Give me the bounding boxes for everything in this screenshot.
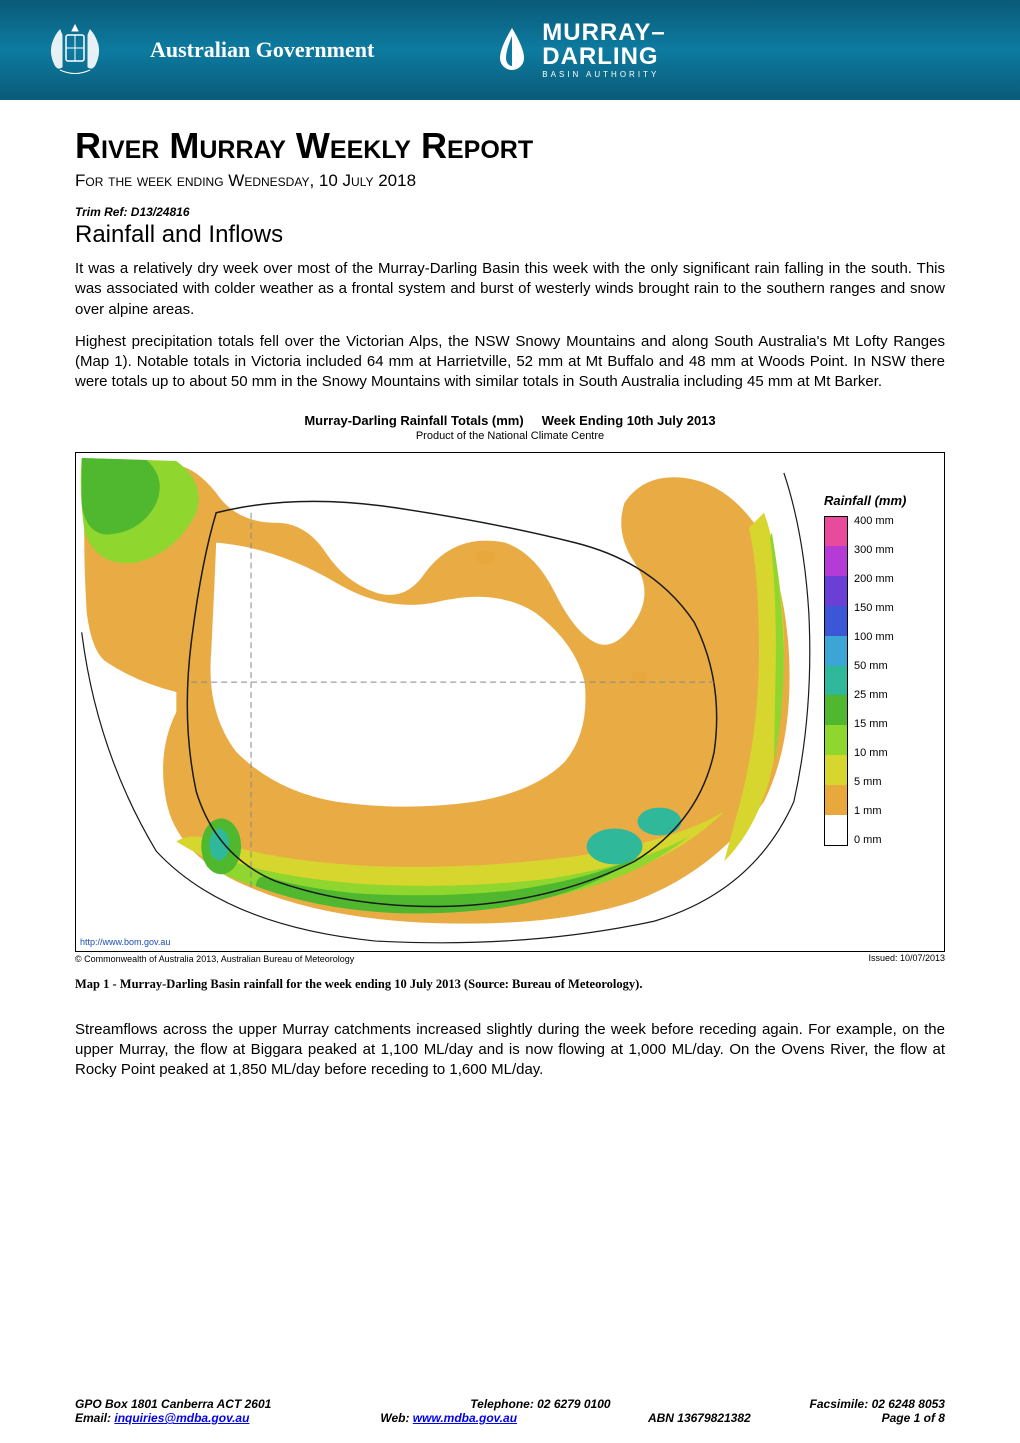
legend-segment — [825, 695, 847, 725]
header-banner: Australian Government MURRAY– DARLING BA… — [0, 0, 1020, 100]
legend-segment — [825, 546, 847, 576]
legend-tick-label: 25 mm — [854, 690, 894, 701]
paragraph-1: It was a relatively dry week over most o… — [75, 259, 945, 320]
mdba-line3: BASIN AUTHORITY — [542, 71, 665, 79]
legend-tick-label: 1 mm — [854, 806, 894, 817]
trim-ref: Trim Ref: D13/24816 — [75, 205, 945, 219]
legend-scale: 400 mm 300 mm 200 mm 150 mm 100 mm 50 mm 25 mm… — [824, 516, 934, 846]
map-svg — [76, 453, 944, 951]
legend-segment — [825, 815, 847, 845]
legend-tick-label: 150 mm — [854, 603, 894, 614]
map-source-url[interactable]: http://www.bom.gov.au — [80, 937, 170, 947]
footer-row-1: GPO Box 1801 Canberra ACT 2601 Telephone… — [75, 1397, 945, 1411]
legend-tick-label: 10 mm — [854, 748, 894, 759]
legend-tick-label: 200 mm — [854, 574, 894, 585]
legend-tick-label: 0 mm — [854, 835, 894, 846]
content-area: River Murray Weekly Report For the week … — [0, 100, 1020, 1080]
mdba-line2: DARLING — [542, 45, 665, 69]
footer-web: Web: www.mdba.gov.au — [380, 1411, 517, 1425]
water-drop-icon — [494, 26, 530, 74]
page: Australian Government MURRAY– DARLING BA… — [0, 0, 1020, 1443]
contour-50mm-snowy — [637, 807, 681, 835]
document-subtitle: For the week ending Wednesday, 10 July 2… — [75, 171, 945, 191]
mdba-logo: MURRAY– DARLING BASIN AUTHORITY — [494, 21, 665, 79]
legend-tick-label: 100 mm — [854, 632, 894, 643]
aus-gov-label: Australian Government — [150, 37, 374, 63]
contour-50mm-alps — [587, 828, 643, 864]
footer: GPO Box 1801 Canberra ACT 2601 Telephone… — [0, 1397, 1020, 1425]
legend-segment — [825, 666, 847, 696]
legend-segment — [825, 636, 847, 666]
legend-segment — [825, 606, 847, 636]
footer-page: Page 1 of 8 — [882, 1411, 945, 1425]
mdba-line1: MURRAY– — [542, 21, 665, 45]
legend-title: Rainfall (mm) — [824, 493, 934, 508]
paragraph-2: Highest precipitation totals fell over t… — [75, 332, 945, 393]
footer-email: Email: inquiries@mdba.gov.au — [75, 1411, 249, 1425]
legend-segment — [825, 725, 847, 755]
footer-fax: Facsimile: 02 6248 8053 — [810, 1397, 945, 1411]
legend-tick-label: 5 mm — [854, 777, 894, 788]
rainfall-legend: Rainfall (mm) 400 mm 300 mm 200 mm 150 mm 10… — [824, 493, 934, 846]
legend-tick-label: 400 mm — [854, 516, 894, 527]
footer-address: GPO Box 1801 Canberra ACT 2601 — [75, 1397, 271, 1411]
section-heading: Rainfall and Inflows — [75, 221, 945, 249]
paragraph-3: Streamflows across the upper Murray catc… — [75, 1020, 945, 1081]
footer-row-2: Email: inquiries@mdba.gov.au Web: www.md… — [75, 1411, 945, 1425]
legend-tick-label: 300 mm — [854, 545, 894, 556]
legend-segment — [825, 785, 847, 815]
rainfall-map: Rainfall (mm) 400 mm 300 mm 200 mm 150 mm 10… — [75, 452, 945, 952]
small-island-2 — [632, 671, 648, 683]
coat-of-arms-icon — [40, 15, 110, 85]
legend-segment — [825, 755, 847, 785]
map-title-right: Week Ending 10th July 2013 — [542, 413, 716, 428]
small-island-1 — [475, 550, 495, 564]
legend-color-bar — [824, 516, 848, 846]
legend-tick-label: 50 mm — [854, 661, 894, 672]
footer-abn: ABN 13679821382 — [648, 1411, 751, 1425]
footer-telephone: Telephone: 02 6279 0100 — [470, 1397, 610, 1411]
legend-segment — [825, 576, 847, 606]
map-container: Murray-Darling Rainfall Totals (mm) Week… — [75, 413, 945, 992]
legend-tick-label: 15 mm — [854, 719, 894, 730]
footer-email-link[interactable]: inquiries@mdba.gov.au — [114, 1411, 249, 1425]
legend-labels: 400 mm 300 mm 200 mm 150 mm 100 mm 50 mm 25 mm… — [848, 516, 894, 846]
legend-segment — [825, 517, 847, 547]
footer-web-link[interactable]: www.mdba.gov.au — [413, 1411, 517, 1425]
map-title-left: Murray-Darling Rainfall Totals (mm) — [304, 413, 523, 428]
document-title: River Murray Weekly Report — [75, 125, 945, 167]
mdba-text: MURRAY– DARLING BASIN AUTHORITY — [542, 21, 665, 79]
map-title: Murray-Darling Rainfall Totals (mm) Week… — [75, 413, 945, 428]
map-subtitle: Product of the National Climate Centre — [75, 430, 945, 442]
contour-50mm-lofty — [209, 828, 229, 860]
map-caption: Map 1 - Murray-Darling Basin rainfall fo… — [75, 977, 945, 992]
